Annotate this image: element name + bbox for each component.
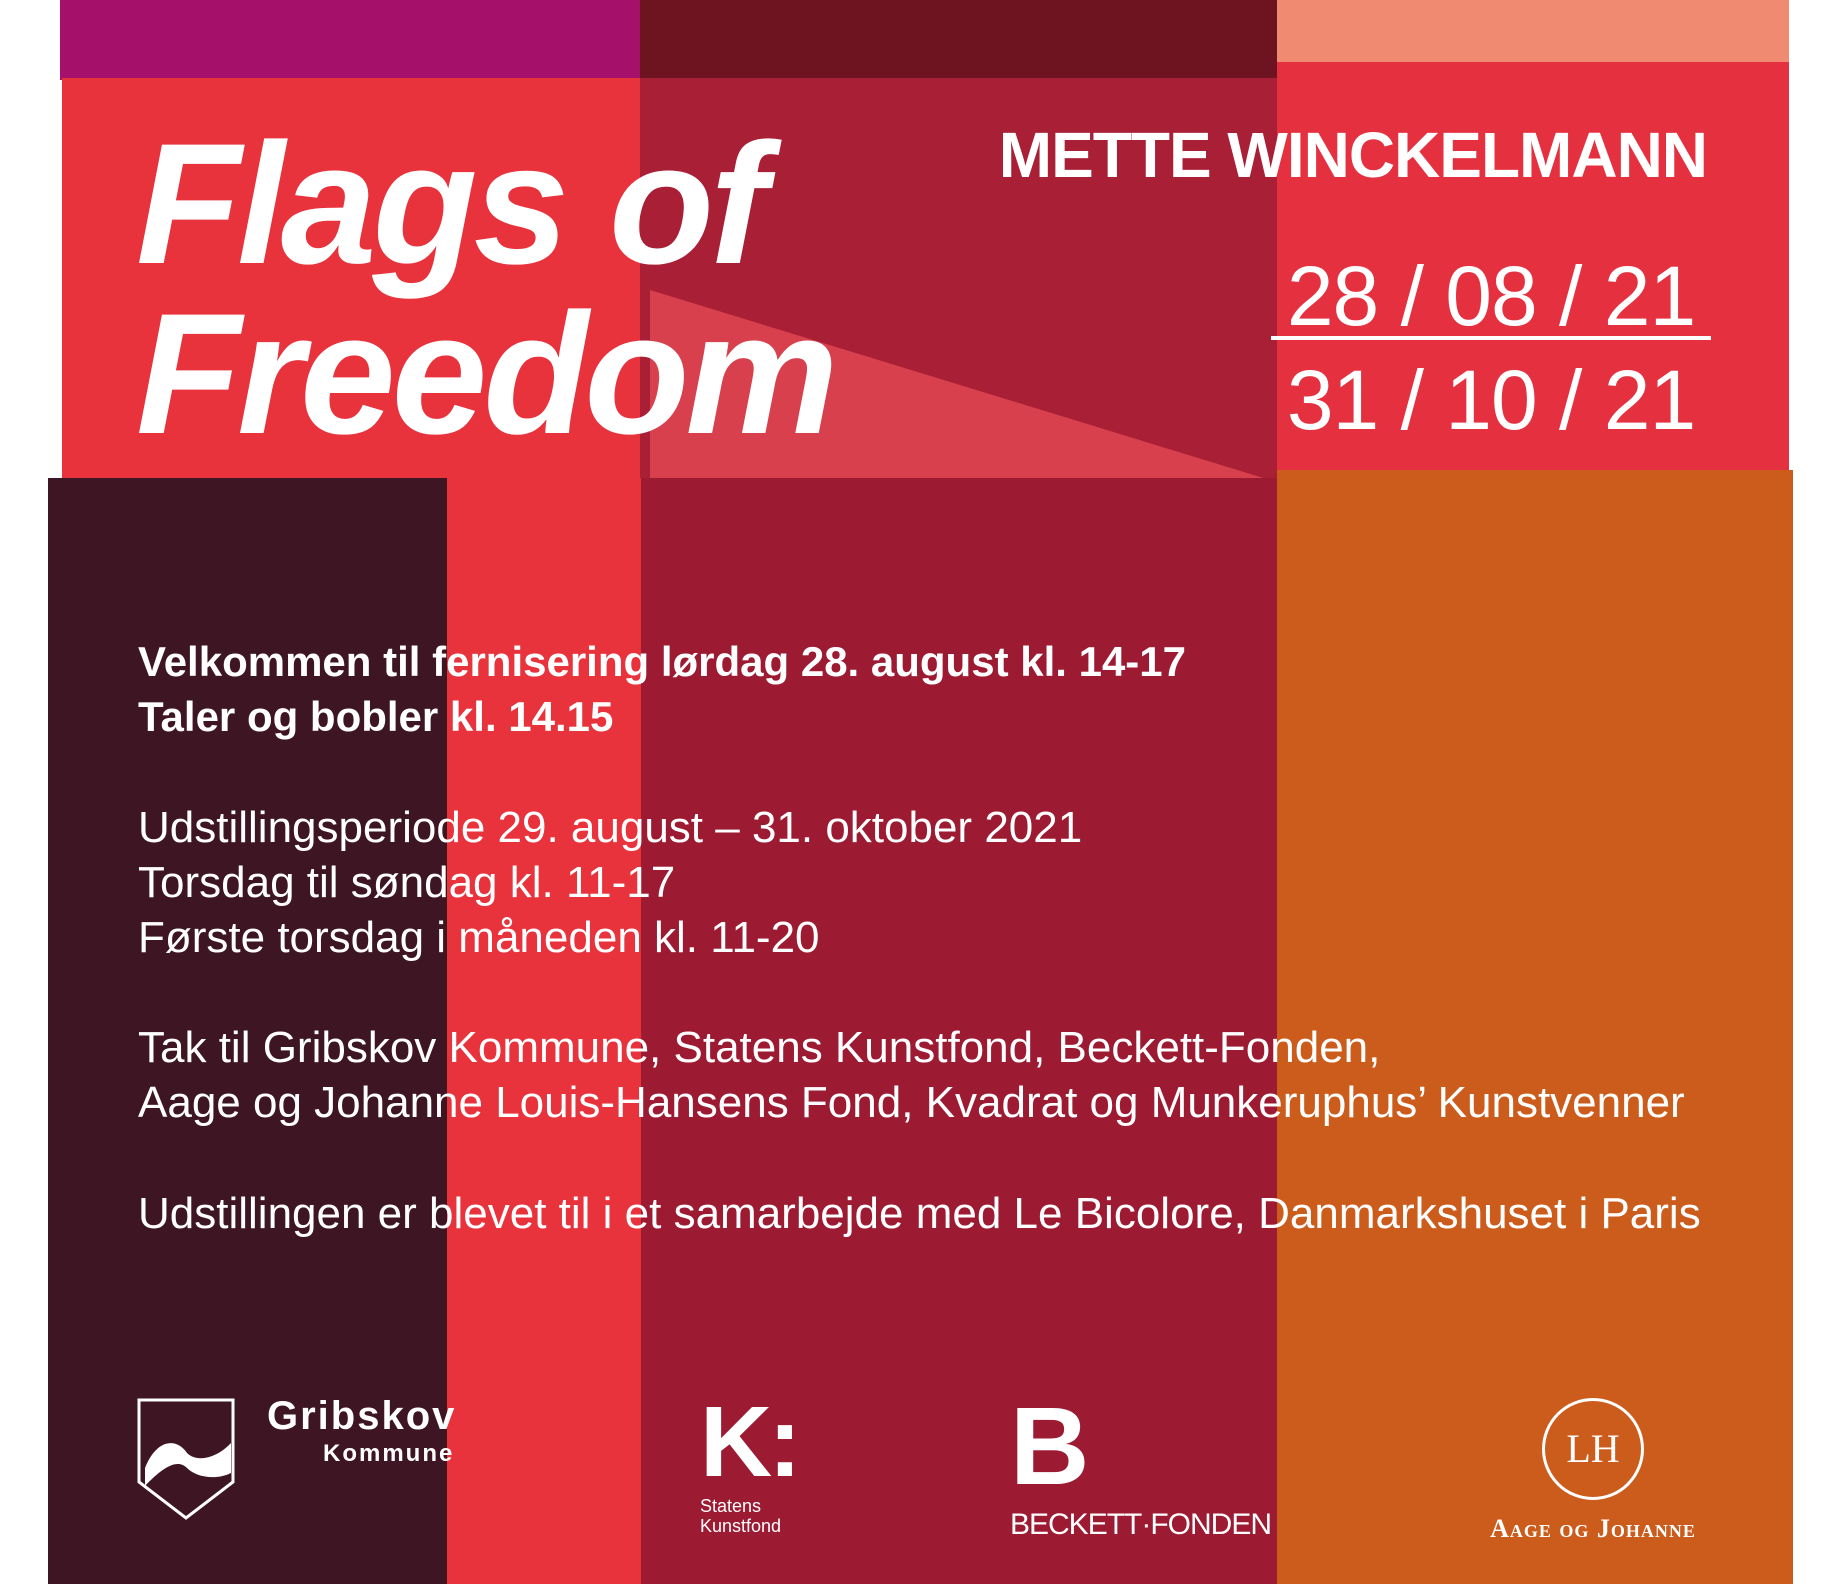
date-end: 31 / 10 / 21 xyxy=(1286,353,1696,447)
statens-mark: K: xyxy=(700,1386,802,1498)
gribskov-name: Gribskov xyxy=(267,1394,457,1438)
hours-line: Første torsdag i måneden kl. 11-20 xyxy=(138,913,820,962)
collab-line: Udstillingen er blevet til i et samarbej… xyxy=(138,1189,1701,1238)
beckett-mark: B xyxy=(1010,1385,1090,1508)
hours-line: Torsdag til søndag kl. 11-17 xyxy=(138,858,676,907)
aage-og-johanne-logo: LH Aage og Johanne xyxy=(1478,1398,1708,1544)
opening-line: Velkommen til fernisering lørdag 28. aug… xyxy=(138,638,1187,685)
thanks-line: Tak til Gribskov Kommune, Statens Kunstf… xyxy=(138,1023,1381,1072)
date-divider xyxy=(1271,336,1711,340)
gribskov-shield-icon xyxy=(137,1398,235,1520)
gribskov-logo: Gribskov Kommune xyxy=(137,1394,454,1527)
lh-monogram: LH xyxy=(1542,1398,1644,1500)
thanks-line: Aage og Johanne Louis-Hansens Fond, Kvad… xyxy=(138,1078,1685,1127)
aage-name: Aage og Johanne xyxy=(1490,1514,1696,1543)
gribskov-sub: Kommune xyxy=(323,1440,455,1467)
title-line-1: Flags of xyxy=(136,108,767,300)
statens-line1: Statens xyxy=(700,1496,762,1516)
beckett-name: BECKETT·FONDEN xyxy=(1010,1508,1272,1541)
opening-line: Taler og bobler kl. 14.15 xyxy=(138,693,614,740)
beckett-fonden-logo: B BECKETT·FONDEN xyxy=(1010,1385,1272,1542)
artist-name: METTE WINCKELMANN xyxy=(998,119,1708,191)
date-start: 28 / 08 / 21 xyxy=(1286,249,1696,343)
hours-line: Udstillingsperiode 29. august – 31. okto… xyxy=(138,803,1083,852)
title-line-2: Freedom xyxy=(136,278,838,470)
statens-kunstfond-logo: K: Statens Kunstfond xyxy=(700,1386,802,1536)
statens-line2: Kunstfond xyxy=(700,1516,782,1536)
